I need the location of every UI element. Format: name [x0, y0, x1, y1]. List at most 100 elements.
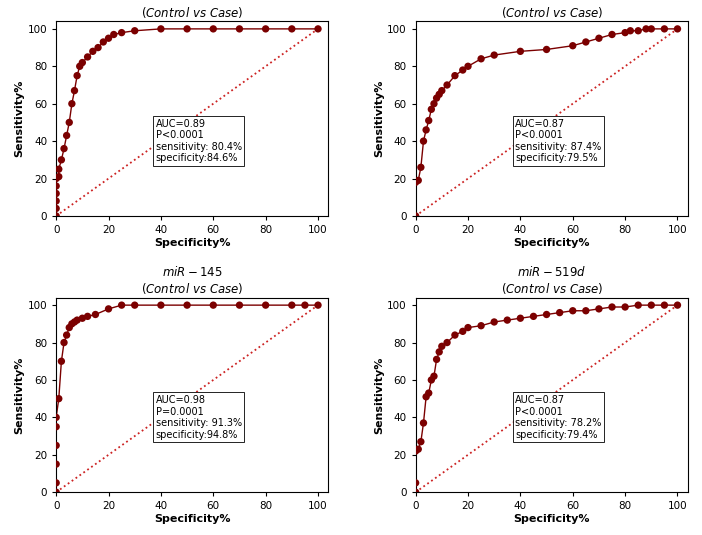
Point — [208, 301, 219, 309]
Point — [51, 182, 62, 190]
Point — [619, 28, 630, 37]
Point — [463, 323, 474, 332]
Point — [567, 307, 578, 315]
Point — [418, 137, 429, 146]
Point — [420, 393, 432, 401]
Point — [457, 66, 468, 74]
Point — [658, 25, 670, 33]
Point — [82, 52, 93, 61]
Point — [108, 30, 119, 39]
Point — [55, 156, 67, 164]
Point — [51, 423, 62, 431]
Point — [64, 118, 75, 127]
X-axis label: Specificity%: Specificity% — [154, 514, 230, 524]
Point — [431, 355, 442, 364]
Point — [51, 479, 62, 487]
Point — [58, 338, 69, 347]
Point — [633, 26, 644, 35]
Point — [413, 176, 424, 185]
Point — [410, 212, 421, 220]
Point — [61, 131, 72, 140]
Point — [66, 319, 77, 328]
Point — [658, 301, 670, 309]
Y-axis label: Sensitivity%: Sensitivity% — [15, 80, 25, 157]
Y-axis label: Sensitivity%: Sensitivity% — [15, 356, 25, 433]
Point — [87, 47, 98, 56]
Title: $\mathit{miR-145}$
$\mathit{(Control\ vs\ Case)}$: $\mathit{miR-145}$ $\mathit{(Control\ vs… — [141, 265, 244, 296]
Point — [436, 86, 447, 95]
Point — [423, 389, 435, 398]
Point — [416, 163, 427, 172]
Point — [312, 301, 324, 309]
Point — [434, 348, 445, 356]
Point — [449, 331, 461, 339]
Point — [625, 26, 636, 35]
Point — [155, 301, 166, 309]
Point — [51, 197, 62, 205]
Point — [528, 312, 539, 320]
Point — [619, 303, 630, 311]
Point — [423, 116, 435, 125]
Point — [234, 25, 245, 33]
Point — [77, 314, 88, 323]
Point — [299, 301, 310, 309]
Point — [593, 34, 604, 42]
Point — [463, 62, 474, 71]
Point — [410, 447, 421, 455]
Point — [418, 419, 429, 427]
Point — [581, 37, 592, 46]
Point — [420, 126, 432, 134]
Point — [64, 323, 75, 332]
Point — [425, 105, 437, 113]
Point — [66, 100, 77, 108]
Point — [442, 338, 453, 347]
Point — [129, 301, 140, 309]
Text: AUC=0.87
P<0.0001
sensitivity: 78.2%
specificity:79.4%: AUC=0.87 P<0.0001 sensitivity: 78.2% spe… — [515, 395, 602, 440]
Point — [72, 71, 83, 80]
Point — [77, 58, 88, 67]
Point — [672, 301, 683, 309]
Point — [53, 172, 65, 181]
Point — [646, 301, 657, 309]
Point — [51, 460, 62, 469]
Y-axis label: Sensitivity%: Sensitivity% — [374, 80, 384, 157]
Point — [182, 301, 193, 309]
Point — [541, 310, 552, 319]
Point — [428, 372, 439, 380]
Point — [82, 312, 93, 320]
Point — [58, 144, 69, 153]
Title: $\mathit{miR-22}$
$\mathit{(Control\ vs\ Case)}$: $\mathit{miR-22}$ $\mathit{(Control\ vs\… — [141, 0, 244, 20]
Point — [208, 25, 219, 33]
Point — [51, 488, 62, 496]
Point — [425, 376, 437, 384]
Point — [489, 51, 500, 59]
Point — [413, 445, 424, 454]
Point — [436, 342, 447, 350]
Point — [449, 71, 461, 80]
Point — [103, 34, 114, 42]
Point — [69, 86, 80, 95]
Point — [51, 189, 62, 198]
Point — [69, 318, 80, 326]
Point — [410, 178, 421, 187]
Point — [541, 45, 552, 54]
Point — [312, 25, 324, 33]
Point — [607, 303, 618, 311]
Point — [103, 304, 114, 313]
Point — [286, 301, 298, 309]
Point — [554, 308, 565, 317]
Point — [502, 316, 513, 324]
Point — [98, 37, 109, 46]
Point — [593, 304, 604, 313]
Point — [51, 174, 62, 183]
Point — [51, 212, 62, 220]
X-axis label: Specificity%: Specificity% — [154, 238, 230, 248]
Title: $\mathit{miR-30c}$
$\mathit{(Control\ vs\ Case)}$: $\mathit{miR-30c}$ $\mathit{(Control\ vs… — [501, 0, 603, 20]
Title: $\mathit{miR-519d}$
$\mathit{(Control\ vs\ Case)}$: $\mathit{miR-519d}$ $\mathit{(Control\ v… — [501, 265, 603, 296]
Point — [475, 55, 486, 63]
Point — [442, 81, 453, 89]
Point — [431, 94, 442, 102]
Point — [646, 25, 657, 33]
Point — [457, 327, 468, 335]
Text: AUC=0.89
P<0.0001
sensitivity: 80.4%
specificity:84.6%: AUC=0.89 P<0.0001 sensitivity: 80.4% spe… — [156, 119, 241, 164]
